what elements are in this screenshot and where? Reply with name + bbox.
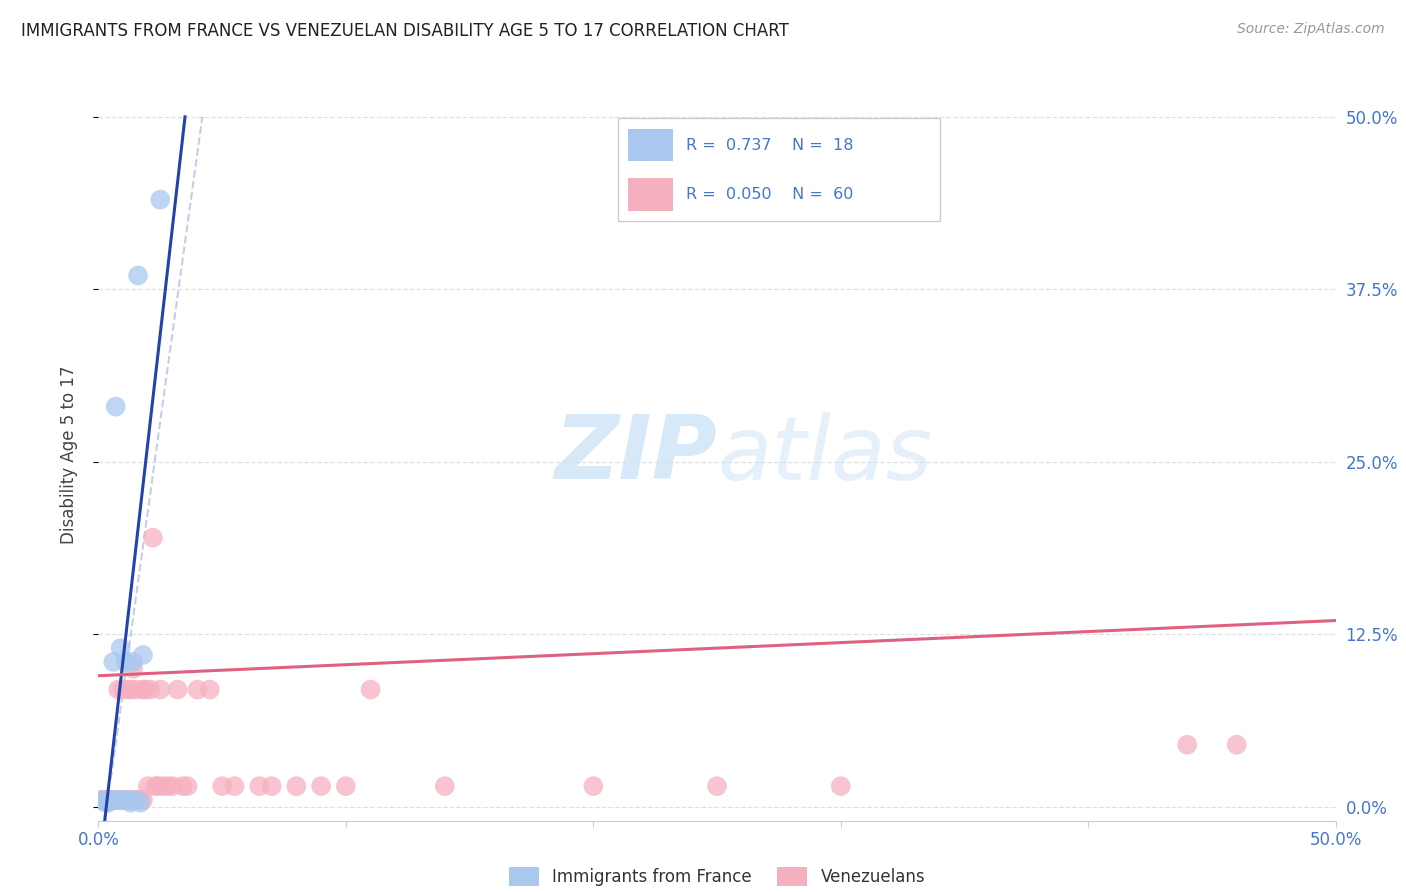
Point xyxy=(104,400,127,414)
Point xyxy=(129,796,152,810)
Point xyxy=(146,779,169,793)
Point xyxy=(93,793,115,807)
Point xyxy=(134,682,156,697)
Point xyxy=(100,793,122,807)
Point xyxy=(120,793,142,807)
Point xyxy=(433,779,456,793)
Point xyxy=(107,793,129,807)
Point xyxy=(132,648,155,662)
Point xyxy=(360,682,382,697)
Point xyxy=(112,793,135,807)
Point xyxy=(309,779,332,793)
Point xyxy=(176,779,198,793)
Point xyxy=(114,655,136,669)
Point xyxy=(152,779,174,793)
Point xyxy=(260,779,283,793)
Point xyxy=(104,793,127,807)
Point xyxy=(97,793,120,807)
Point xyxy=(122,662,145,676)
Point xyxy=(127,268,149,283)
Point xyxy=(132,682,155,697)
Point xyxy=(114,793,136,807)
Legend: Immigrants from France, Venezuelans: Immigrants from France, Venezuelans xyxy=(502,860,932,892)
Point xyxy=(136,779,159,793)
Point xyxy=(166,682,188,697)
Point xyxy=(112,682,135,697)
Point xyxy=(124,682,146,697)
Text: atlas: atlas xyxy=(717,412,932,498)
Point xyxy=(122,793,145,807)
Point xyxy=(186,682,208,697)
Point xyxy=(103,655,125,669)
Point xyxy=(110,793,132,807)
Point xyxy=(149,682,172,697)
Point xyxy=(93,793,115,807)
Point xyxy=(224,779,246,793)
Point xyxy=(830,779,852,793)
Point xyxy=(100,793,122,807)
Point xyxy=(132,793,155,807)
Point xyxy=(90,793,112,807)
Text: ZIP: ZIP xyxy=(554,411,717,499)
Point xyxy=(120,796,142,810)
Point xyxy=(103,793,125,807)
Point xyxy=(124,793,146,807)
Point xyxy=(97,796,120,810)
Point xyxy=(112,793,135,807)
Point xyxy=(1175,738,1198,752)
Point xyxy=(107,682,129,697)
Point xyxy=(107,793,129,807)
Point xyxy=(156,779,179,793)
Point xyxy=(706,779,728,793)
Point xyxy=(104,793,127,807)
Point xyxy=(110,793,132,807)
Point xyxy=(103,793,125,807)
Point xyxy=(211,779,233,793)
Point xyxy=(120,682,142,697)
Point xyxy=(100,793,122,807)
Point xyxy=(114,793,136,807)
Point xyxy=(112,793,135,807)
Point xyxy=(162,779,184,793)
Point xyxy=(335,779,357,793)
Point xyxy=(139,682,162,697)
Y-axis label: Disability Age 5 to 17: Disability Age 5 to 17 xyxy=(59,366,77,544)
Point xyxy=(198,682,221,697)
Point xyxy=(117,793,139,807)
Point xyxy=(94,793,117,807)
Point xyxy=(117,682,139,697)
Point xyxy=(122,655,145,669)
Point xyxy=(129,793,152,807)
Point xyxy=(110,641,132,656)
Text: IMMIGRANTS FROM FRANCE VS VENEZUELAN DISABILITY AGE 5 TO 17 CORRELATION CHART: IMMIGRANTS FROM FRANCE VS VENEZUELAN DIS… xyxy=(21,22,789,40)
Point xyxy=(117,793,139,807)
Text: Source: ZipAtlas.com: Source: ZipAtlas.com xyxy=(1237,22,1385,37)
Point xyxy=(1226,738,1249,752)
Point xyxy=(172,779,194,793)
Point xyxy=(127,793,149,807)
Point xyxy=(582,779,605,793)
Point xyxy=(94,796,117,810)
Point xyxy=(142,531,165,545)
Point xyxy=(247,779,270,793)
Point xyxy=(124,793,146,807)
Point xyxy=(143,779,166,793)
Point xyxy=(149,193,172,207)
Point xyxy=(285,779,308,793)
